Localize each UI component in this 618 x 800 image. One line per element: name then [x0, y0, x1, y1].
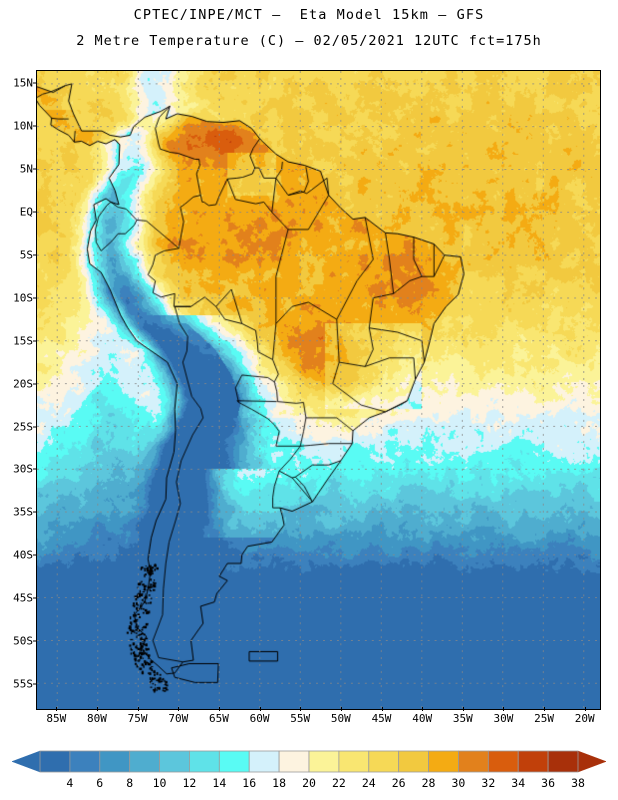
- lat-tick-label: 5N: [20, 162, 33, 175]
- colorbar-tick-label: 22: [332, 776, 346, 790]
- colorbar-tick-label: 26: [392, 776, 406, 790]
- page-subtitle: 2 Metre Temperature (C) — 02/05/2021 12U…: [0, 33, 618, 49]
- lon-tick-label: 70W: [168, 712, 188, 725]
- lat-tick-label: 15N: [13, 76, 33, 89]
- lon-tick-mark: [300, 707, 301, 711]
- colorbar-tick-label: 14: [212, 776, 226, 790]
- lon-tick-mark: [422, 707, 423, 711]
- lon-tick-mark: [138, 707, 139, 711]
- lon-tick-mark: [585, 707, 586, 711]
- lat-tick-label: 30S: [13, 463, 33, 476]
- lon-tick-label: 85W: [46, 712, 66, 725]
- lon-tick-mark: [341, 707, 342, 711]
- lon-tick-label: 50W: [331, 712, 351, 725]
- colorbar-tick-label: 16: [242, 776, 256, 790]
- lon-tick-label: 60W: [250, 712, 270, 725]
- lat-tick-label: 50S: [13, 635, 33, 648]
- lat-tick-label: 45S: [13, 592, 33, 605]
- colorbar-tick-label: 38: [571, 776, 585, 790]
- colorbar-tick-label: 28: [422, 776, 436, 790]
- colorbar-tick-label: 10: [153, 776, 167, 790]
- lat-tick-label: 15S: [13, 334, 33, 347]
- colorbar-tick-label: 20: [302, 776, 316, 790]
- colorbar[interactable]: 4 6 8 10 12 14 16 18 20 22 24 26 28 30 32 34 36 38: [0, 748, 618, 800]
- lon-tick-label: 20W: [575, 712, 595, 725]
- temperature-field-canvas: [37, 71, 600, 709]
- lon-tick-label: 45W: [372, 712, 392, 725]
- colorbar-tick-label: 32: [481, 776, 495, 790]
- colorbar-swatches: [0, 748, 618, 778]
- lon-tick-mark: [463, 707, 464, 711]
- lon-tick-label: 65W: [209, 712, 229, 725]
- lon-tick-label: 55W: [290, 712, 310, 725]
- lon-tick-mark: [97, 707, 98, 711]
- lat-tick-label: 10S: [13, 291, 33, 304]
- lat-tick-label: 35S: [13, 506, 33, 519]
- lat-tick-label: 25S: [13, 420, 33, 433]
- lat-tick-label: 10N: [13, 119, 33, 132]
- lon-tick-label: 35W: [453, 712, 473, 725]
- longitude-axis: 85W 80W 75W 70W 65W 60W 55W 50W 45W 40W 35W 30W 25W 2…: [36, 712, 601, 732]
- lat-tick-label: 40S: [13, 549, 33, 562]
- lat-tick-label: 5S: [20, 248, 33, 261]
- colorbar-tick-label: 8: [126, 776, 133, 790]
- lon-tick-mark: [178, 707, 179, 711]
- chart-title-block: CPTEC/INPE/MCT — Eta Model 15km — GFS 2 …: [0, 0, 618, 49]
- colorbar-tick-label: 12: [183, 776, 197, 790]
- colorbar-tick-label: 6: [96, 776, 103, 790]
- colorbar-tick-label: 34: [511, 776, 525, 790]
- lon-tick-label: 40W: [412, 712, 432, 725]
- lon-tick-mark: [260, 707, 261, 711]
- lat-tick-label: EQ: [20, 205, 33, 218]
- latitude-axis: 15N 10N 5N EQ 5S 10S 15S 20S 25S 30S 35S 40S 45S 50S 5…: [0, 70, 33, 710]
- lon-tick-label: 75W: [128, 712, 148, 725]
- temperature-map[interactable]: [36, 70, 601, 710]
- page-title: CPTEC/INPE/MCT — Eta Model 15km — GFS: [0, 7, 618, 23]
- colorbar-tick-label: 24: [362, 776, 376, 790]
- colorbar-tick-label: 18: [272, 776, 286, 790]
- lat-tick-label: 55S: [13, 678, 33, 691]
- lon-tick-mark: [544, 707, 545, 711]
- colorbar-tick-label: 30: [452, 776, 466, 790]
- lon-tick-mark: [503, 707, 504, 711]
- lon-tick-mark: [219, 707, 220, 711]
- lon-tick-label: 80W: [87, 712, 107, 725]
- colorbar-tick-label: 36: [541, 776, 555, 790]
- lon-tick-label: 25W: [534, 712, 554, 725]
- lon-tick-mark: [56, 707, 57, 711]
- lon-tick-mark: [382, 707, 383, 711]
- colorbar-tick-label: 4: [66, 776, 73, 790]
- lat-tick-label: 20S: [13, 377, 33, 390]
- lon-tick-label: 30W: [494, 712, 514, 725]
